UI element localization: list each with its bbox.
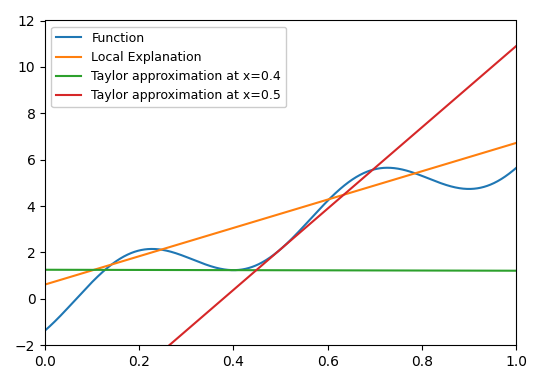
Taylor approximation at x=0.5 (249, 271, 256, 276)
Taylor approximation at x=0.5 (233, 286, 239, 290)
Line: Taylor approximation at x=0.4: Taylor approximation at x=0.4 (45, 270, 516, 271)
Function (513, 166, 519, 170)
Local Explanation (42, 282, 48, 287)
Function (233, 268, 239, 272)
Local Explanation (249, 220, 256, 225)
Function (418, 173, 424, 178)
Taylor approximation at x=0.4 (90, 268, 96, 272)
Local Explanation (417, 169, 424, 174)
Taylor approximation at x=0.4 (513, 268, 519, 273)
Local Explanation (90, 268, 96, 272)
Local Explanation (409, 172, 416, 177)
Taylor approximation at x=0.4 (409, 268, 416, 273)
Taylor approximation at x=0.4 (249, 268, 256, 273)
Local Explanation (513, 141, 519, 145)
Function (249, 265, 256, 269)
Taylor approximation at x=0.4 (233, 268, 239, 273)
Taylor approximation at x=0.4 (417, 268, 424, 273)
Taylor approximation at x=0.5 (513, 44, 519, 48)
Taylor approximation at x=0.5 (417, 126, 424, 131)
Function (42, 328, 48, 333)
Function (365, 169, 372, 174)
Taylor approximation at x=0.4 (365, 268, 372, 273)
Taylor approximation at x=0.5 (409, 133, 416, 138)
Taylor approximation at x=0.4 (42, 267, 48, 272)
Line: Local Explanation: Local Explanation (45, 143, 516, 285)
Line: Taylor approximation at x=0.5: Taylor approximation at x=0.5 (45, 46, 516, 384)
Legend: Function, Local Explanation, Taylor approximation at x=0.4, Taylor approximation: Function, Local Explanation, Taylor appr… (51, 27, 286, 108)
Local Explanation (233, 225, 239, 230)
Function (90, 279, 96, 283)
Taylor approximation at x=0.5 (365, 171, 372, 176)
Line: Function: Function (45, 168, 516, 331)
Local Explanation (365, 185, 372, 190)
Function (410, 170, 416, 175)
Function (384, 166, 391, 170)
